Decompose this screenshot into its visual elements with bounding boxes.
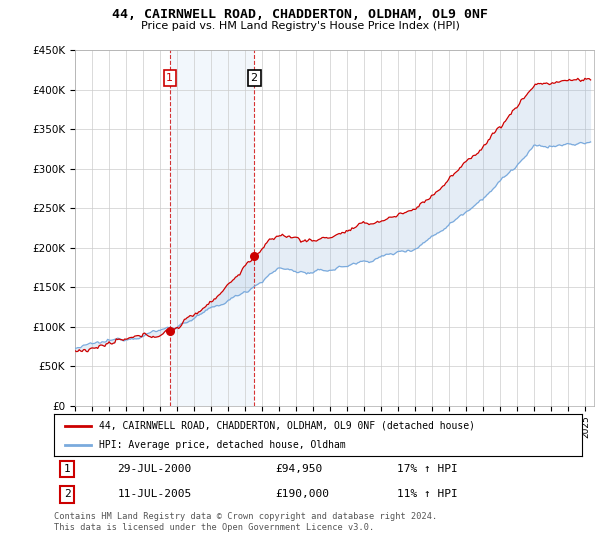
Text: 11% ↑ HPI: 11% ↑ HPI <box>397 489 458 499</box>
Text: Price paid vs. HM Land Registry's House Price Index (HPI): Price paid vs. HM Land Registry's House … <box>140 21 460 31</box>
Text: 44, CAIRNWELL ROAD, CHADDERTON, OLDHAM, OL9 0NF (detached house): 44, CAIRNWELL ROAD, CHADDERTON, OLDHAM, … <box>99 421 475 431</box>
Text: £190,000: £190,000 <box>276 489 330 499</box>
Text: 1: 1 <box>166 73 173 83</box>
Text: 44, CAIRNWELL ROAD, CHADDERTON, OLDHAM, OL9 0NF: 44, CAIRNWELL ROAD, CHADDERTON, OLDHAM, … <box>112 8 488 21</box>
Text: HPI: Average price, detached house, Oldham: HPI: Average price, detached house, Oldh… <box>99 440 346 450</box>
Text: 2: 2 <box>251 73 258 83</box>
Text: 1: 1 <box>64 464 71 474</box>
Text: £94,950: £94,950 <box>276 464 323 474</box>
Bar <box>170 50 254 406</box>
Text: 17% ↑ HPI: 17% ↑ HPI <box>397 464 458 474</box>
Text: 2: 2 <box>64 489 71 499</box>
Text: Contains HM Land Registry data © Crown copyright and database right 2024.
This d: Contains HM Land Registry data © Crown c… <box>54 512 437 532</box>
Text: 11-JUL-2005: 11-JUL-2005 <box>118 489 191 499</box>
Text: 29-JUL-2000: 29-JUL-2000 <box>118 464 191 474</box>
